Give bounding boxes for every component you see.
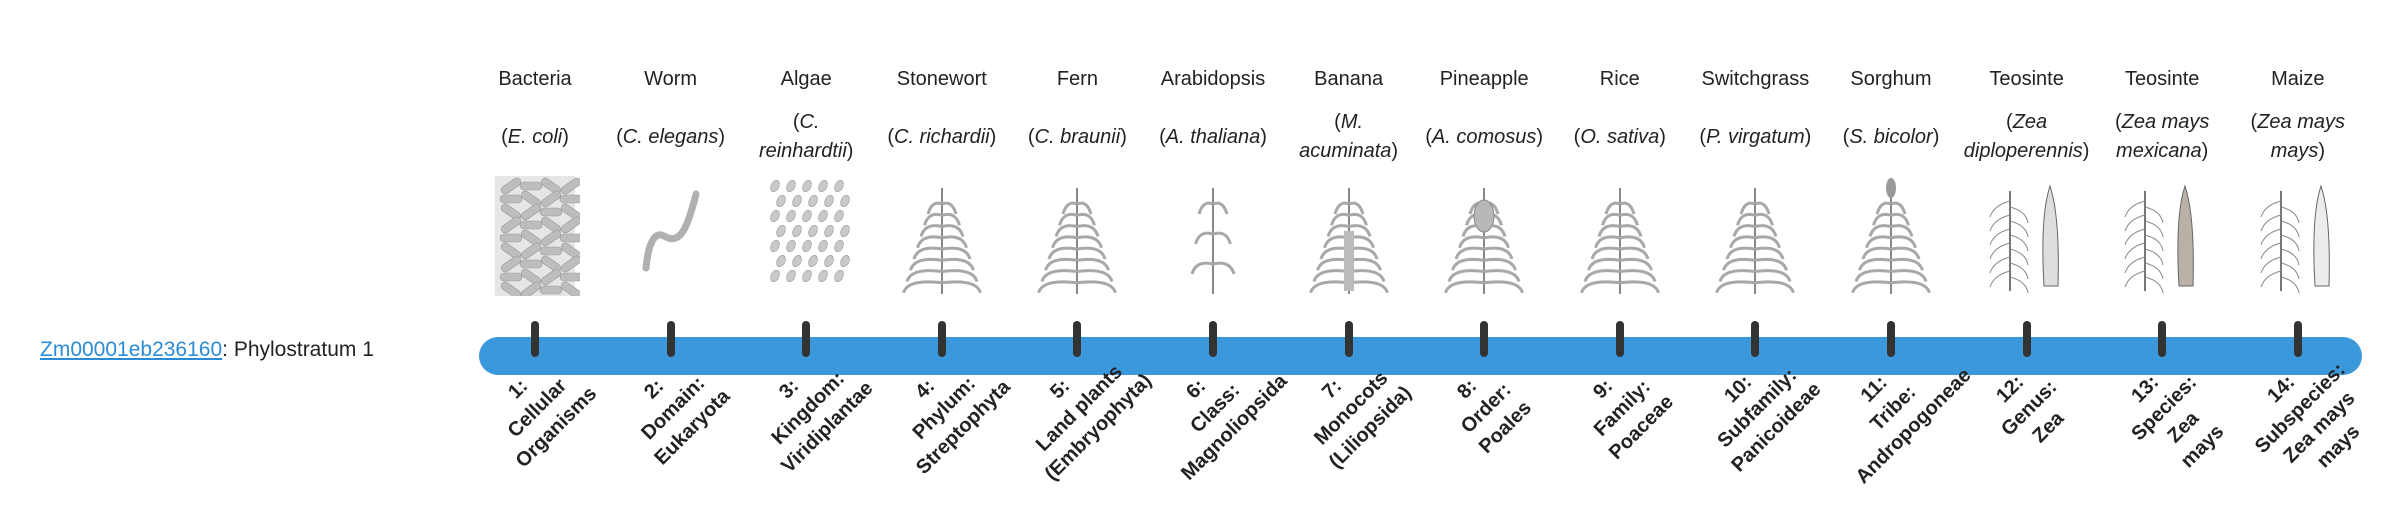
banana-plant-icon bbox=[1304, 176, 1394, 296]
organism-scientific-name: C. elegans bbox=[609, 104, 733, 170]
stratum-tick[interactable] bbox=[802, 321, 811, 357]
scientific-name-text: A. comosus bbox=[1425, 123, 1543, 152]
organism-common-name: Stonewort bbox=[896, 68, 987, 90]
scientific-name-text: E. coli bbox=[501, 123, 569, 152]
timeline-bar[interactable] bbox=[479, 337, 2362, 375]
organism-common-name: Sorghum bbox=[1850, 68, 1932, 90]
pineapple-icon bbox=[1439, 176, 1529, 296]
scientific-name-italic: C. braunii bbox=[1034, 125, 1121, 148]
scientific-name-text: C. braunii bbox=[1028, 123, 1127, 152]
stratum-tick[interactable] bbox=[1344, 321, 1353, 357]
scientific-name-italic: E. coli bbox=[507, 125, 563, 148]
organism-common-name: Rice bbox=[1599, 68, 1640, 90]
phylostratum-text: : Phylostratum 1 bbox=[222, 338, 374, 361]
stratum-tick[interactable] bbox=[666, 321, 675, 357]
stratum-tick[interactable] bbox=[531, 321, 539, 357]
scientific-name-text: C. elegans bbox=[616, 123, 725, 152]
stratum-tick[interactable] bbox=[1887, 321, 1895, 357]
scientific-name-italic: Zea diploperennis bbox=[1963, 111, 2083, 162]
organism-scientific-name: M. acuminata bbox=[1287, 104, 1411, 170]
organism-scientific-name: A. comosus bbox=[1422, 104, 1546, 170]
organism-scientific-name: C. reinhardtii bbox=[744, 104, 868, 170]
stonewort-icon bbox=[897, 176, 987, 296]
stratum-tick[interactable] bbox=[1209, 321, 1217, 357]
organism-common-name: Switchgrass bbox=[1701, 68, 1810, 90]
organism-common-name: Bacteria bbox=[498, 68, 572, 90]
scientific-name-text: O. sativa bbox=[1574, 123, 1666, 152]
scientific-name-italic: P. virgatum bbox=[1706, 125, 1805, 148]
organism-scientific-name: C. richardii bbox=[880, 104, 1004, 170]
scientific-name-text: P. virgatum bbox=[1699, 123, 1811, 152]
organism-common-name: Maize bbox=[2271, 68, 2325, 90]
arabidopsis-icon bbox=[1168, 176, 1258, 296]
organism-common-name: Arabidopsis bbox=[1160, 68, 1266, 90]
teosinte-mexicana-icon bbox=[2117, 176, 2207, 296]
stratum-tick[interactable] bbox=[1480, 321, 1489, 357]
stratum-tick[interactable] bbox=[1751, 321, 1760, 357]
bacteria-icon bbox=[490, 176, 583, 299]
fern-icon bbox=[1032, 176, 1122, 296]
stratum-tick[interactable] bbox=[1615, 321, 1624, 357]
scientific-name-italic: C. reinhardtii bbox=[758, 111, 847, 162]
organism-common-name: Teosinte bbox=[1989, 68, 2064, 90]
organism-common-name: Worm bbox=[644, 68, 698, 90]
scientific-name-italic: C. richardii bbox=[894, 125, 990, 148]
organism-common-name: Teosinte bbox=[2124, 68, 2200, 90]
scientific-name-italic: A. thaliana bbox=[1165, 125, 1261, 148]
scientific-name-italic: Zea mays mexicana bbox=[2116, 111, 2210, 162]
organism-scientific-name: Zea mays mays bbox=[2236, 104, 2360, 170]
scientific-name-text: Zea mays mexicana bbox=[2100, 108, 2224, 166]
scientific-name-text: S. bicolor bbox=[1843, 123, 1940, 152]
stratum-tick[interactable] bbox=[2022, 321, 2031, 357]
gene-id-link[interactable]: Zm00001eb236160 bbox=[40, 338, 223, 361]
scientific-name-text: C. richardii bbox=[887, 123, 996, 152]
rice-icon bbox=[1575, 176, 1665, 296]
scientific-name-text: A. thaliana bbox=[1159, 123, 1267, 152]
scientific-name-italic: Zea mays mays bbox=[2257, 111, 2346, 162]
organism-scientific-name: Zea mays mexicana bbox=[2100, 104, 2224, 170]
organism-scientific-name: S. bicolor bbox=[1829, 104, 1953, 170]
algae-icon bbox=[761, 176, 851, 296]
stratum-tick[interactable] bbox=[937, 321, 946, 357]
scientific-name-text: Zea mays mays bbox=[2236, 108, 2360, 166]
organism-common-name: Algae bbox=[780, 68, 832, 90]
stratum-tick[interactable] bbox=[1073, 321, 1082, 357]
scientific-name-italic: C. elegans bbox=[622, 125, 719, 148]
maize-icon bbox=[2253, 176, 2343, 296]
organism-scientific-name: O. sativa bbox=[1558, 104, 1682, 170]
organism-scientific-name: E. coli bbox=[473, 104, 597, 170]
switchgrass-icon bbox=[1710, 176, 1800, 296]
stratum-tick[interactable] bbox=[2293, 321, 2302, 357]
organism-common-name: Fern bbox=[1056, 68, 1098, 90]
organism-scientific-name: C. braunii bbox=[1015, 104, 1139, 170]
worm-icon bbox=[626, 176, 716, 296]
scientific-name-text: Zea diploperennis bbox=[1964, 108, 2090, 166]
stratum-tick[interactable] bbox=[2158, 321, 2167, 357]
scientific-name-italic: O. sativa bbox=[1580, 125, 1660, 148]
gene-phylostratum-label: Zm00001eb236160: Phylostratum 1 bbox=[40, 338, 374, 362]
scientific-name-text: M. acuminata bbox=[1287, 108, 1411, 166]
scientific-name-italic: A. comosus bbox=[1431, 125, 1537, 148]
scientific-name-italic: S. bicolor bbox=[1849, 125, 1933, 148]
scientific-name-text: C. reinhardtii bbox=[744, 108, 868, 166]
organism-scientific-name: Zea diploperennis bbox=[1964, 104, 2090, 170]
teosinte-icon bbox=[1982, 176, 2072, 296]
sorghum-icon bbox=[1846, 176, 1936, 296]
organism-common-name: Pineapple bbox=[1439, 68, 1529, 90]
organism-common-name: Banana bbox=[1314, 68, 1384, 90]
organism-scientific-name: A. thaliana bbox=[1151, 104, 1275, 170]
organism-scientific-name: P. virgatum bbox=[1693, 104, 1817, 170]
scientific-name-italic: M. acuminata bbox=[1299, 111, 1392, 162]
